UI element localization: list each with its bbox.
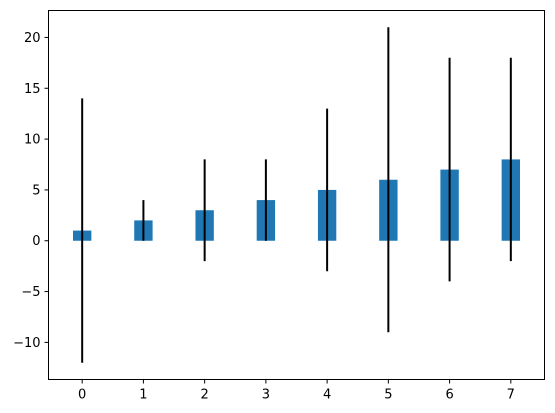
x-tick-label: 2: [201, 388, 209, 403]
x-axis-ticks: 0 1 2 3 4 5 6 7: [78, 379, 515, 403]
y-tick-label: 0: [32, 234, 40, 249]
error-bars-group: [81, 27, 512, 363]
y-tick-label: −5: [21, 285, 40, 300]
bars-group: [72, 159, 521, 241]
x-tick-label: 5: [384, 388, 392, 403]
y-axis-ticks: −10 −5 0 5 10 15 20: [13, 31, 49, 351]
y-tick-label: 15: [24, 82, 41, 97]
y-tick-label: 5: [32, 183, 40, 198]
y-tick-label: −10: [13, 336, 40, 351]
x-tick-label: 0: [78, 388, 86, 403]
y-tick-label: 20: [24, 31, 41, 46]
x-tick-label: 1: [139, 388, 147, 403]
plot-frame: [48, 10, 545, 380]
x-tick-label: 3: [262, 388, 270, 403]
y-tick-label: 10: [24, 133, 41, 148]
x-tick-label: 6: [445, 388, 453, 403]
x-tick-label: 4: [323, 388, 331, 403]
x-tick-label: 7: [507, 388, 515, 403]
